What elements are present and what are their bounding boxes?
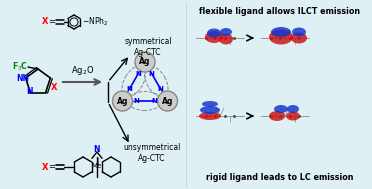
Text: N: N <box>94 145 100 153</box>
Text: N: N <box>135 71 141 77</box>
Text: Ag: Ag <box>139 57 151 67</box>
Text: F$_3$C: F$_3$C <box>12 61 28 73</box>
Circle shape <box>157 91 177 111</box>
Ellipse shape <box>292 28 306 36</box>
Text: NH: NH <box>16 74 29 84</box>
Text: Me: Me <box>92 163 102 169</box>
Text: Ag: Ag <box>117 97 128 105</box>
Text: X: X <box>42 18 48 26</box>
Text: flexible ligand allows ILCT emission: flexible ligand allows ILCT emission <box>199 7 360 16</box>
Text: N: N <box>26 87 33 96</box>
Ellipse shape <box>202 101 218 107</box>
Text: $-$NPh$_2$: $-$NPh$_2$ <box>82 16 109 28</box>
Ellipse shape <box>274 105 288 113</box>
Ellipse shape <box>205 31 223 43</box>
Text: =: = <box>48 18 55 26</box>
Ellipse shape <box>286 112 300 121</box>
Ellipse shape <box>207 29 221 37</box>
Text: Ag$_2$O: Ag$_2$O <box>71 64 94 77</box>
Text: X: X <box>51 83 58 92</box>
Ellipse shape <box>291 33 307 43</box>
Ellipse shape <box>269 111 285 121</box>
Ellipse shape <box>271 27 291 37</box>
Ellipse shape <box>269 29 293 44</box>
Text: Ag: Ag <box>162 97 173 105</box>
Ellipse shape <box>200 106 220 114</box>
Text: N: N <box>149 71 155 77</box>
Text: N: N <box>151 98 157 104</box>
Text: X: X <box>42 163 48 171</box>
Text: N: N <box>126 86 132 92</box>
Ellipse shape <box>220 28 232 36</box>
Ellipse shape <box>287 105 299 113</box>
Ellipse shape <box>199 112 221 120</box>
Text: N: N <box>133 98 139 104</box>
Ellipse shape <box>219 33 233 44</box>
Text: unsymmetrical
Ag-CTC: unsymmetrical Ag-CTC <box>123 143 181 163</box>
Circle shape <box>135 52 155 72</box>
Text: symmetrical
Ag-CTC: symmetrical Ag-CTC <box>124 37 172 57</box>
Text: |: | <box>96 158 98 165</box>
Text: =: = <box>48 163 55 171</box>
Text: N: N <box>158 86 164 92</box>
Text: rigid ligand leads to LC emission: rigid ligand leads to LC emission <box>206 173 354 182</box>
Circle shape <box>112 91 132 111</box>
